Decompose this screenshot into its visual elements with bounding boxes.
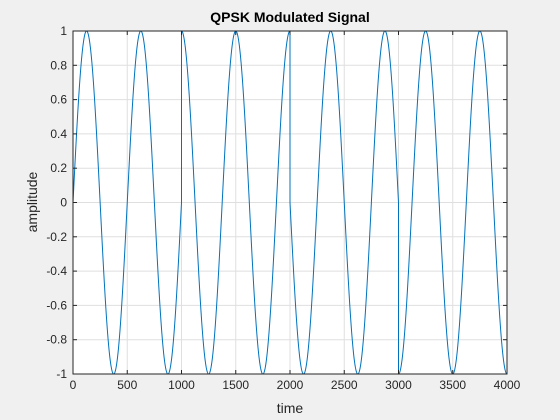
x-tick-label: 3500 xyxy=(439,378,466,392)
y-tick-label: -0.8 xyxy=(46,333,67,347)
series-layer xyxy=(72,30,508,375)
chart-title: QPSK Modulated Signal xyxy=(210,9,369,25)
x-tick-label: 2000 xyxy=(277,378,304,392)
y-tick-label: 1 xyxy=(60,24,67,38)
x-tick-label: 0 xyxy=(70,378,77,392)
x-tick-label: 4000 xyxy=(494,378,521,392)
qpsk-signal-line xyxy=(72,30,508,375)
y-tick-label: 0 xyxy=(60,196,67,210)
x-tick-label: 1500 xyxy=(222,378,249,392)
y-tick-label: 0.4 xyxy=(50,127,67,141)
y-tick-label: 0.8 xyxy=(50,58,67,72)
y-tick-label: -1 xyxy=(56,367,67,381)
ticks: 0 500 1000 1500 2000 2500 3000 3500 4000 1 0.8 0.6 0… xyxy=(46,24,520,392)
y-tick-label: 0.6 xyxy=(50,93,67,107)
y-tick-label: -0.4 xyxy=(46,264,67,278)
x-tick-label: 3000 xyxy=(385,378,412,392)
y-axis-label: amplitude xyxy=(24,171,40,232)
y-tick-label: 0.2 xyxy=(50,161,67,175)
x-tick-label: 1000 xyxy=(168,378,195,392)
y-tick-label: -0.2 xyxy=(46,230,67,244)
x-tick-label: 500 xyxy=(117,378,137,392)
x-tick-label: 2500 xyxy=(331,378,358,392)
x-axis-label: time xyxy=(277,400,304,416)
y-tick-label: -0.6 xyxy=(46,298,67,312)
